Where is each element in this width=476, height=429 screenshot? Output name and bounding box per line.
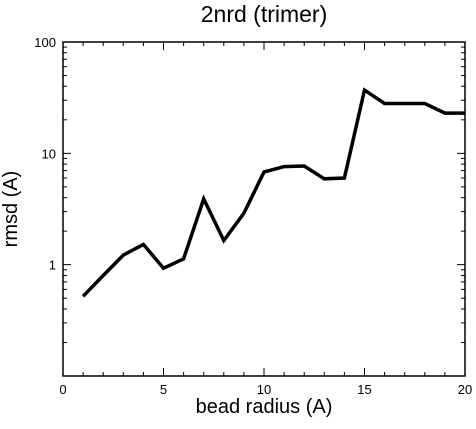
rmsd-series-line: [81, 87, 465, 298]
x-tick-label: 15: [357, 382, 371, 397]
tick-labels: 0 5 10 15 20 1 10 100: [34, 35, 472, 397]
y-axis-label: rmsd (A): [0, 171, 22, 248]
plot-frame: [62, 41, 466, 377]
x-tick-label: 10: [257, 382, 271, 397]
x-tick-label: 5: [160, 382, 167, 397]
y-tick-label: 10: [42, 146, 56, 161]
chart-title: 2nrd (trimer): [201, 1, 328, 27]
x-axis-label: bead radius (A): [196, 396, 333, 418]
x-tick-label: 0: [59, 382, 66, 397]
y-tick-label: 100: [34, 35, 56, 50]
x-tick-label: 20: [458, 382, 472, 397]
y-tick-label: 1: [49, 258, 56, 273]
axis-ticks: [62, 41, 466, 377]
